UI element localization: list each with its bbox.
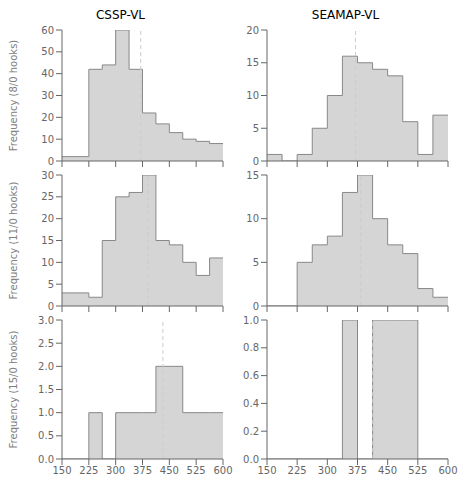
svg-text:0: 0 [253,156,259,167]
svg-text:10: 10 [41,134,54,145]
svg-text:525: 525 [408,465,427,476]
svg-text:40: 40 [41,68,54,79]
svg-text:25: 25 [41,191,54,202]
svg-text:0: 0 [48,156,54,167]
svg-text:3.0: 3.0 [38,315,54,326]
svg-text:10: 10 [246,213,259,224]
html-text:SEAMAP-VL: SEAMAP-VL [311,8,380,22]
svg-text:150: 150 [52,465,71,476]
svg-text:15: 15 [246,57,259,68]
svg-text:0: 0 [253,301,259,312]
svg-text:450: 450 [378,465,397,476]
svg-text:2.5: 2.5 [38,338,54,349]
svg-text:10: 10 [41,257,54,268]
svg-text:150: 150 [257,465,276,476]
svg-text:1.0: 1.0 [243,315,259,326]
svg-text:0.8: 0.8 [243,342,259,353]
svg-text:15: 15 [246,170,259,181]
svg-text:450: 450 [160,465,179,476]
svg-text:525: 525 [187,465,206,476]
html-text:CSSP-VL: CSSP-VL [95,8,145,22]
svg-text:10: 10 [246,90,259,101]
svg-text:225: 225 [79,465,98,476]
svg-text:30: 30 [41,170,54,181]
svg-text:600: 600 [213,465,232,476]
svg-text:5: 5 [253,123,259,134]
svg-text:1.5: 1.5 [38,384,54,395]
svg-text:0.0: 0.0 [38,454,54,465]
svg-text:Frequency (11/0 hooks): Frequency (11/0 hooks) [8,181,19,299]
svg-text:0.2: 0.2 [243,426,259,437]
svg-text:15: 15 [41,235,54,246]
svg-text:5: 5 [253,257,259,268]
svg-text:Frequency (15/0 hooks): Frequency (15/0 hooks) [8,330,19,448]
svg-text:5: 5 [48,279,54,290]
svg-text:300: 300 [318,465,337,476]
svg-text:0.6: 0.6 [243,370,259,381]
svg-text:50: 50 [41,46,54,57]
svg-text:1.0: 1.0 [38,407,54,418]
svg-text:2.0: 2.0 [38,361,54,372]
svg-text:0: 0 [48,301,54,312]
svg-text:0.4: 0.4 [243,398,259,409]
svg-text:30: 30 [41,90,54,101]
svg-text:0.5: 0.5 [38,430,54,441]
svg-text:375: 375 [133,465,152,476]
svg-text:300: 300 [106,465,125,476]
svg-text:20: 20 [41,112,54,123]
svg-text:20: 20 [41,213,54,224]
svg-text:225: 225 [288,465,307,476]
svg-text:20: 20 [246,25,259,36]
svg-text:Frequency (8/0 hooks): Frequency (8/0 hooks) [8,40,19,152]
svg-text:60: 60 [41,25,54,36]
svg-text:0.0: 0.0 [243,454,259,465]
svg-text:375: 375 [348,465,367,476]
svg-text:600: 600 [438,465,457,476]
